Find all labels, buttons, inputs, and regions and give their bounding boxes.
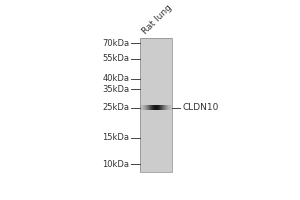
Text: Rat lung: Rat lung (141, 3, 174, 36)
Bar (140, 38, 172, 172)
Text: 25kDa: 25kDa (102, 103, 129, 112)
Text: 70kDa: 70kDa (102, 39, 129, 48)
Text: CLDN10: CLDN10 (183, 103, 219, 112)
Text: 15kDa: 15kDa (102, 133, 129, 142)
Text: 55kDa: 55kDa (102, 54, 129, 63)
Text: 40kDa: 40kDa (102, 74, 129, 83)
Bar (140, 38, 172, 172)
Text: 35kDa: 35kDa (102, 85, 129, 94)
Text: 10kDa: 10kDa (102, 160, 129, 169)
